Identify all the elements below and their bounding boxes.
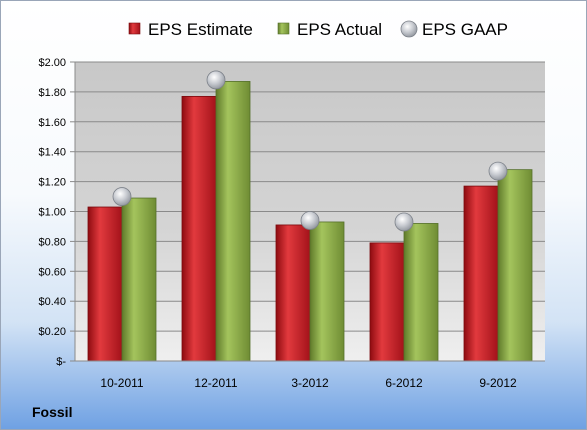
- y-tick-label: $1.40: [38, 147, 66, 159]
- bar-eps-estimate: [87, 206, 123, 362]
- y-tick-label: $1.20: [38, 177, 66, 189]
- legend-label: EPS Actual: [297, 20, 382, 39]
- y-tick-label: $-: [56, 356, 66, 368]
- bar-eps-estimate: [181, 95, 217, 362]
- legend-swatch: [128, 22, 141, 35]
- bar-eps-estimate: [275, 224, 311, 362]
- bar-eps-estimate: [369, 242, 405, 362]
- y-tick-label: $0.20: [38, 326, 66, 338]
- bar-eps-actual: [403, 223, 439, 362]
- y-tick-label: $1.00: [38, 207, 66, 219]
- x-tick-label: 6-2012: [385, 376, 423, 390]
- y-tick-label: $1.60: [38, 117, 66, 129]
- x-tick-label: 9-2012: [479, 376, 517, 390]
- x-tick-label: 10-2011: [100, 376, 143, 390]
- y-tick-label: $0.80: [38, 236, 66, 248]
- marker-eps-gaap: [112, 187, 132, 206]
- bar-eps-actual: [309, 221, 345, 362]
- marker-eps-gaap: [300, 211, 320, 230]
- legend-label: EPS Estimate: [148, 20, 253, 39]
- y-tick-label: $0.40: [38, 296, 66, 308]
- x-tick-label: 3-2012: [291, 376, 329, 390]
- bar-eps-actual: [215, 81, 251, 362]
- y-axis: $- $0.20 $0.40 $0.60 $0.80 $1.00 $1.20 $1.40 $1.…: [38, 57, 76, 368]
- marker-eps-gaap: [394, 212, 414, 232]
- legend-label: EPS GAAP: [422, 20, 508, 39]
- marker-eps-gaap: [488, 161, 508, 181]
- y-tick-label: $1.80: [38, 87, 66, 99]
- legend: EPS Estimate EPS Actual EPS GAAP: [128, 20, 508, 39]
- gaap-markers: [112, 70, 508, 232]
- bar-eps-estimate: [463, 185, 499, 362]
- legend-swatch: [400, 20, 418, 38]
- x-axis: 10-2011 12-2011 3-2012 6-2012 9-2012: [75, 360, 545, 390]
- marker-eps-gaap: [206, 70, 226, 90]
- y-tick-label: $0.60: [38, 266, 66, 278]
- x-tick-label: 12-2011: [194, 376, 237, 390]
- company-name: Fossil: [32, 404, 73, 420]
- legend-swatch: [277, 22, 290, 35]
- bar-eps-actual: [121, 197, 157, 362]
- bar-eps-actual: [497, 169, 533, 362]
- y-tick-label: $2.00: [38, 57, 66, 69]
